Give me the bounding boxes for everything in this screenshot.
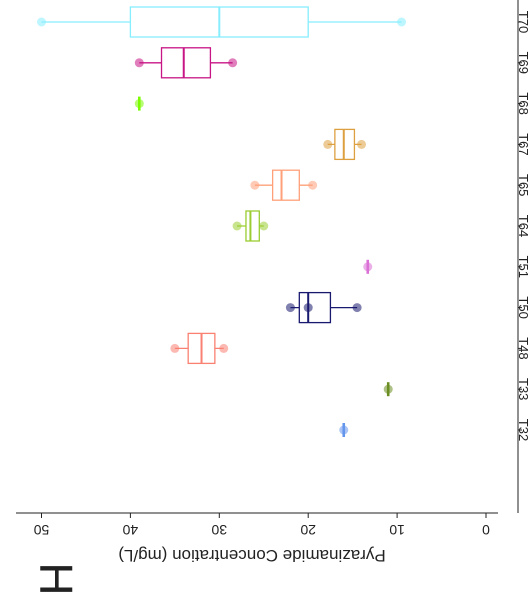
box-t32: [339, 423, 349, 437]
data-point: [134, 99, 144, 109]
data-point: [308, 180, 318, 190]
data-point: [357, 139, 367, 149]
data-point: [170, 343, 180, 353]
value-axis-tick-label: 30: [211, 522, 227, 538]
box-t69: [134, 47, 238, 79]
data-point: [259, 221, 269, 231]
value-axis-tick-label: 50: [34, 522, 50, 538]
category-tick-label: T51: [516, 256, 528, 278]
value-axis-tick-label: 40: [122, 522, 138, 538]
box-t67: [323, 128, 367, 161]
data-point: [219, 343, 229, 353]
data-point: [303, 303, 313, 313]
category-tick-label: T33: [516, 378, 528, 400]
category-tick-label: T69: [516, 52, 528, 74]
value-axis: 0 10 20 30 40 50: [16, 512, 498, 538]
box-iqr: [271, 169, 300, 201]
category-tick-label: T48: [516, 337, 528, 359]
panel-label: H: [30, 562, 82, 595]
box-t48: [170, 332, 229, 365]
category-axis: T32 T33 T48 T50 T51 T64 T65 T67 T68 T69 T70: [516, 0, 528, 513]
data-point: [134, 58, 144, 68]
box-t64: [232, 210, 269, 242]
category-tick-label: T65: [516, 174, 528, 196]
data-point: [228, 58, 238, 68]
category-tick-label: T64: [516, 215, 528, 237]
category-tick-label: T70: [516, 11, 528, 33]
category-tick-label: T68: [516, 92, 528, 114]
category-tick-label: T50: [516, 296, 528, 318]
plot-area: [37, 6, 407, 437]
category-tick-label: T67: [516, 133, 528, 155]
box-t65: [250, 169, 318, 201]
data-point: [363, 262, 373, 272]
data-point: [323, 139, 333, 149]
value-axis-title: Pyrazinamide Concentration (mg/L): [118, 546, 385, 565]
category-tick-label: T32: [516, 419, 528, 441]
data-point: [232, 221, 242, 231]
value-axis-tick-label: 20: [300, 522, 316, 538]
box-t70: [37, 6, 407, 38]
data-point: [250, 180, 260, 190]
box-t50: [285, 291, 362, 324]
data-point: [383, 384, 393, 394]
value-axis-tick-label: 0: [482, 522, 490, 538]
box-iqr: [160, 47, 212, 79]
data-point: [352, 303, 362, 313]
value-axis-tick-label: 10: [389, 522, 405, 538]
data-point: [285, 303, 295, 313]
box-t33: [383, 382, 393, 397]
box-t51: [363, 259, 373, 274]
box-t68: [134, 96, 144, 111]
box-iqr: [245, 210, 260, 242]
data-point: [339, 425, 349, 435]
data-point: [397, 17, 407, 27]
data-point: [37, 17, 46, 27]
